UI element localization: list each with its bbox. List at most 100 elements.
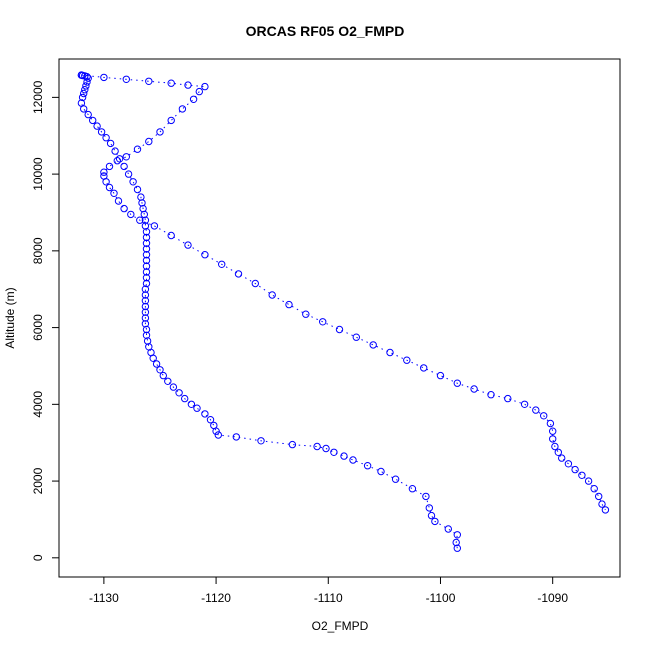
data-point: [470, 385, 478, 393]
data-point: [139, 204, 147, 213]
data-point: [408, 485, 417, 493]
data-point: [141, 320, 150, 328]
data-point: [288, 440, 297, 449]
data-point: [189, 95, 198, 104]
data-point: [89, 116, 97, 125]
data-point: [268, 291, 276, 299]
data-point: [427, 511, 436, 520]
data-point: [598, 500, 606, 508]
data-point: [167, 231, 175, 240]
data-point: [80, 89, 88, 98]
x-tick-label: -1100: [426, 591, 456, 605]
plot-area-border: [58, 58, 621, 578]
x-tick-label: -1120: [201, 591, 231, 605]
y-tick-label: 12000: [31, 80, 45, 114]
data-point: [564, 460, 573, 468]
data-point: [193, 404, 201, 412]
data-point: [175, 389, 183, 397]
data-point: [167, 116, 175, 125]
data-point: [142, 233, 151, 242]
data-points: [77, 71, 610, 552]
data-point: [201, 410, 209, 418]
data-point: [93, 122, 101, 130]
data-point: [142, 245, 151, 253]
data-point: [532, 406, 540, 414]
data-point: [100, 168, 108, 176]
x-tick-label: -1090: [537, 591, 568, 605]
x-tick-label: -1110: [314, 591, 343, 605]
data-point: [150, 222, 159, 230]
data-point: [201, 82, 209, 91]
data-point: [369, 341, 377, 349]
data-point: [214, 431, 223, 439]
data-point: [181, 394, 189, 403]
data-point: [100, 73, 108, 82]
data-point: [114, 197, 123, 205]
data-point: [201, 251, 209, 259]
data-point: [540, 412, 548, 420]
data-point: [142, 251, 151, 259]
data-point: [141, 302, 150, 311]
data-point: [167, 79, 175, 87]
y-tick-label: 0: [31, 554, 45, 561]
data-point: [340, 452, 348, 460]
data-point: [504, 394, 512, 403]
data-point: [554, 448, 562, 456]
data-point: [113, 157, 122, 165]
data-point: [322, 444, 330, 453]
data-point: [302, 310, 310, 318]
y-axis-label: Altitude (m): [3, 287, 17, 348]
data-point: [195, 87, 204, 96]
data-point: [487, 391, 495, 399]
data-point: [105, 183, 114, 192]
data-point: [102, 134, 110, 142]
data-point: [141, 222, 150, 230]
data-point: [142, 239, 151, 247]
data-point: [124, 170, 133, 178]
data-point: [234, 270, 243, 278]
data-point: [444, 525, 452, 533]
data-point: [141, 308, 150, 316]
data-point: [120, 162, 128, 171]
data-point: [105, 162, 114, 171]
data-point: [549, 435, 557, 443]
data-point: [115, 155, 124, 163]
data-point: [111, 147, 119, 155]
data-point: [129, 178, 137, 186]
y-tick-label: 4000: [31, 391, 45, 418]
data-point: [558, 454, 566, 462]
data-point: [313, 442, 321, 451]
data-point: [164, 377, 172, 385]
x-axis: -1130 -1120 -1110 -1100 -1090: [89, 576, 568, 605]
data-point: [184, 81, 192, 89]
data-point: [156, 128, 164, 136]
data-point: [578, 471, 586, 479]
data-point: [330, 448, 338, 456]
data-point: [142, 256, 151, 265]
data-point: [142, 279, 151, 288]
data-point: [352, 333, 360, 341]
series-lines: [80, 74, 606, 549]
data-point: [77, 99, 86, 107]
data-point: [77, 71, 86, 79]
data-point: [453, 544, 461, 552]
data-point: [520, 400, 529, 408]
data-point: [403, 356, 411, 364]
data-point: [81, 86, 89, 94]
data-point: [595, 492, 603, 501]
data-point: [349, 456, 357, 464]
data-point: [285, 300, 293, 309]
data-point: [319, 318, 327, 326]
data-point: [122, 75, 131, 84]
data-point: [206, 416, 215, 424]
data-point: [453, 379, 461, 387]
data-point: [102, 178, 110, 186]
data-point: [257, 437, 265, 445]
data-point: [141, 285, 150, 293]
data-point: [145, 77, 153, 86]
y-tick-label: 10000: [31, 157, 45, 191]
data-point: [377, 467, 385, 476]
data-point: [420, 364, 428, 372]
data-point: [601, 506, 610, 514]
data-point: [97, 128, 106, 136]
